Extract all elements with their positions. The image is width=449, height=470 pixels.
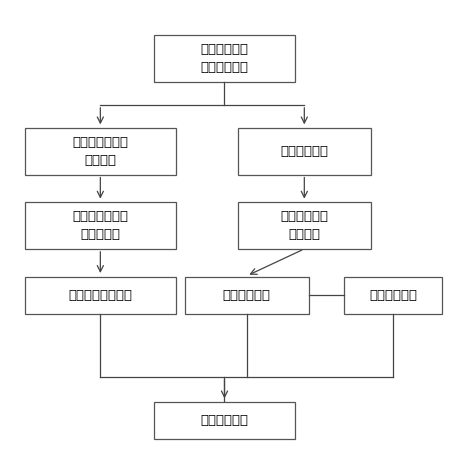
Text: 围岩的三维空间
点云数据: 围岩的三维空间 点云数据: [72, 136, 128, 167]
Text: 确定岩体完整程度: 确定岩体完整程度: [68, 289, 132, 302]
Text: 围岩分级等级: 围岩分级等级: [201, 414, 248, 427]
Text: 激光回波强度: 激光回波强度: [280, 145, 328, 158]
Bar: [25, 203, 176, 249]
Text: 计算岩体单轴
抗压强度: 计算岩体单轴 抗压强度: [280, 210, 328, 241]
Bar: [154, 402, 295, 439]
Bar: [238, 203, 371, 249]
Bar: [154, 35, 295, 82]
Bar: [344, 277, 442, 314]
Text: 计算岩体节理数
和节理间距: 计算岩体节理数 和节理间距: [72, 210, 128, 241]
Bar: [25, 277, 176, 314]
Text: 激光扫描仪对
围岩进行扫描: 激光扫描仪对 围岩进行扫描: [201, 43, 248, 74]
Bar: [25, 128, 176, 175]
Bar: [185, 277, 309, 314]
Text: 围岩分级标准: 围岩分级标准: [369, 289, 417, 302]
Bar: [238, 128, 371, 175]
Text: 确定岩石类别: 确定岩石类别: [223, 289, 271, 302]
